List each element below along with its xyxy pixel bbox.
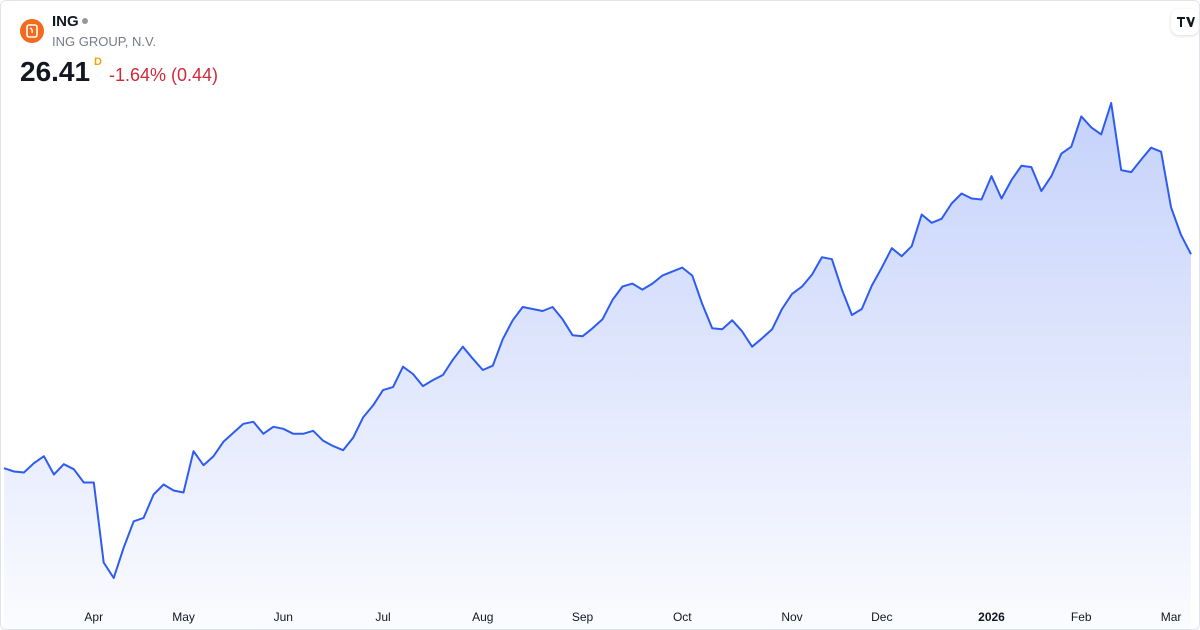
x-tick-label: Mar — [1161, 610, 1182, 624]
company-name: ING GROUP, N.V. — [52, 34, 157, 49]
x-tick-label: Aug — [472, 610, 493, 624]
x-tick-label: Jul — [375, 610, 390, 624]
x-tick-label: Sep — [572, 610, 594, 624]
tv-icon — [1177, 17, 1195, 27]
tradingview-logo[interactable] — [1171, 9, 1199, 35]
status-dot — [82, 18, 88, 24]
x-tick-label: 2026 — [978, 610, 1005, 624]
logo-icon — [26, 24, 38, 38]
company-logo — [20, 19, 44, 43]
x-tick-label: Nov — [781, 610, 802, 624]
price: 26.41 — [20, 56, 91, 87]
price-change: -1.64% (0.44) — [109, 65, 219, 85]
x-tick-label: Apr — [84, 610, 103, 624]
interval: D — [94, 56, 102, 68]
price-line — [3, 102, 1192, 579]
ticker: ING — [52, 13, 79, 30]
x-tick-label: Dec — [871, 610, 892, 624]
area-fill — [4, 103, 1191, 629]
x-tick-label: Oct — [673, 610, 692, 624]
x-tick-label: Jun — [274, 610, 293, 624]
x-tick-label: Feb — [1071, 610, 1092, 624]
x-tick-label: May — [172, 610, 195, 624]
